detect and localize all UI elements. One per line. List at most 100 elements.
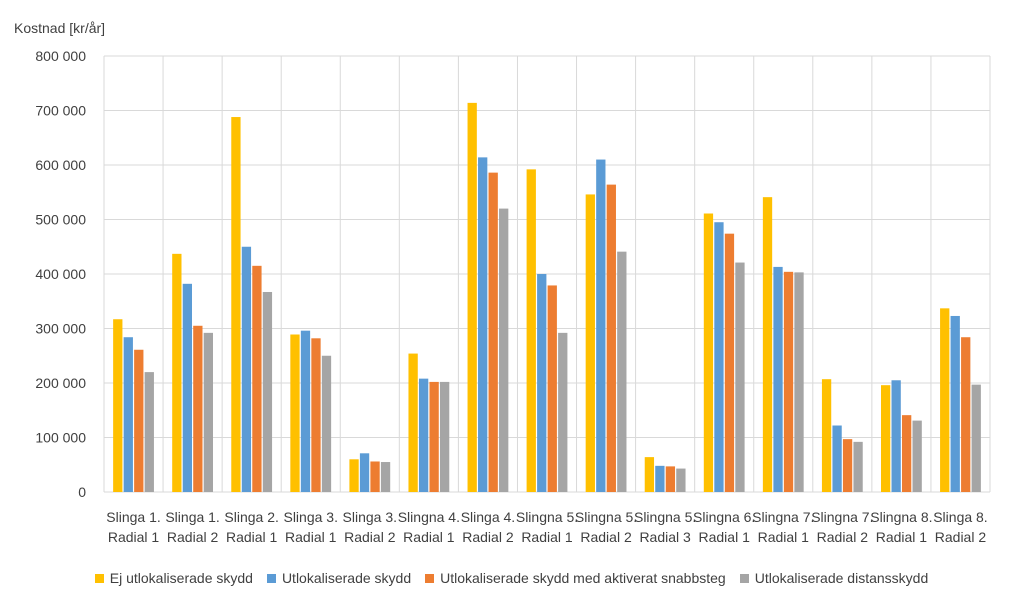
- x-tick-label: Slingna 4.: [398, 509, 460, 525]
- y-tick-labels: 0 100 000 200 000 300 000 400 000 500 000 600 …: [35, 48, 86, 500]
- x-tick-label: Radial 2: [462, 529, 514, 545]
- bar: [262, 291, 273, 492]
- bar: [252, 265, 262, 492]
- x-tick-label: Slingna 7.: [752, 509, 814, 525]
- x-tick-label: Radial 2: [344, 529, 396, 545]
- bar: [676, 468, 686, 492]
- bar: [714, 222, 724, 492]
- bar: [311, 338, 321, 492]
- bar: [558, 332, 568, 492]
- x-tick-label: Radial 2: [817, 529, 869, 545]
- x-tick-label: Slingna 8.: [870, 509, 932, 525]
- bar: [655, 465, 665, 492]
- bar: [961, 337, 971, 492]
- bar: [321, 355, 332, 492]
- bars: [113, 102, 981, 493]
- bar: [703, 213, 714, 492]
- bar: [762, 197, 773, 492]
- bar: [783, 271, 794, 492]
- y-tick-label: 600 000: [35, 157, 86, 173]
- bar: [439, 381, 450, 492]
- bar: [300, 330, 311, 492]
- x-tick-label: Slinga 3.: [343, 509, 397, 525]
- bar: [349, 459, 359, 492]
- y-tick-label: 100 000: [35, 430, 86, 446]
- bar: [724, 233, 735, 493]
- bar: [940, 308, 950, 492]
- bar: [467, 102, 477, 493]
- y-tick-label: 200 000: [35, 375, 86, 391]
- x-tick-label: Radial 2: [167, 529, 219, 545]
- legend-item: Utlokaliserade distansskydd: [739, 570, 929, 586]
- x-tick-label: Radial 3: [639, 529, 691, 545]
- legend-swatch: [425, 573, 435, 583]
- y-tick-label: 300 000: [35, 321, 86, 337]
- x-tick-label: Slinga 2.: [224, 509, 278, 525]
- bar: [231, 117, 241, 492]
- x-tick-label: Slinga 1.: [165, 509, 219, 525]
- x-tick-label: Slinga 1.: [106, 509, 160, 525]
- x-tick-label: Slinga 4.: [461, 509, 515, 525]
- bar: [902, 415, 912, 492]
- bar: [537, 274, 547, 492]
- bar: [193, 325, 203, 492]
- x-tick-label: Slingna 7.: [811, 509, 873, 525]
- bar: [773, 266, 783, 492]
- bar: [429, 381, 439, 492]
- bar-chart: Kostnad [kr/år] 0 100 000 200 000 300 000 40…: [14, 20, 991, 545]
- bar: [499, 208, 509, 492]
- bar: [853, 441, 863, 492]
- bar: [596, 159, 606, 493]
- legend-item: Ej utlokaliserade skydd: [94, 570, 253, 586]
- bar: [359, 453, 370, 492]
- x-tick-label: Slinga 3.: [283, 509, 337, 525]
- legend-label: Utlokaliserade distansskydd: [754, 570, 929, 586]
- x-tick-label: Radial 1: [285, 529, 337, 545]
- bar: [821, 379, 832, 492]
- bar: [665, 466, 676, 492]
- bar: [370, 461, 380, 492]
- bar: [290, 334, 300, 492]
- bar: [134, 349, 144, 492]
- bar: [794, 272, 804, 492]
- legend: Ej utlokaliserade skydd Utlokaliserade sk…: [0, 570, 1023, 586]
- legend-swatch: [739, 573, 749, 583]
- x-tick-label: Radial 1: [108, 529, 160, 545]
- legend-label: Ej utlokaliserade skydd: [109, 570, 253, 586]
- bar: [585, 194, 595, 492]
- bar: [735, 262, 745, 492]
- bar: [950, 315, 960, 492]
- bar: [644, 457, 655, 492]
- bar: [891, 380, 901, 492]
- x-tick-label: Radial 1: [521, 529, 573, 545]
- bar: [547, 285, 557, 492]
- x-tick-label: Radial 1: [699, 529, 751, 545]
- x-tick-labels: Slinga 1. Radial 1 Slinga 1. Radial 2 Slinga…: [106, 509, 987, 545]
- y-tick-label: 700 000: [35, 103, 86, 119]
- x-tick-label: Slinga 8.: [933, 509, 987, 525]
- x-tick-label: Radial 1: [226, 529, 278, 545]
- legend-swatch: [94, 573, 104, 583]
- bar: [380, 462, 391, 492]
- x-tick-label: Radial 1: [403, 529, 455, 545]
- gridlines: [103, 55, 991, 493]
- bar: [526, 169, 536, 493]
- x-tick-label: Slingna 5.: [575, 509, 637, 525]
- bar: [606, 184, 616, 492]
- legend-label: Utlokaliserade skydd med aktiverat snabb…: [440, 570, 726, 586]
- bar: [912, 420, 922, 492]
- x-tick-label: Slingna 6.: [693, 509, 755, 525]
- x-tick-label: Slingna 5.: [634, 509, 696, 525]
- bar: [617, 251, 627, 492]
- x-tick-label: Radial 2: [935, 529, 987, 545]
- bar: [144, 372, 154, 492]
- x-tick-label: Radial 1: [758, 529, 810, 545]
- bar: [488, 172, 498, 492]
- bar: [418, 378, 429, 492]
- bar: [203, 332, 213, 492]
- x-tick-label: Slingna 5.: [516, 509, 578, 525]
- y-tick-label: 500 000: [35, 212, 86, 228]
- bar: [113, 319, 123, 492]
- bar: [241, 246, 252, 492]
